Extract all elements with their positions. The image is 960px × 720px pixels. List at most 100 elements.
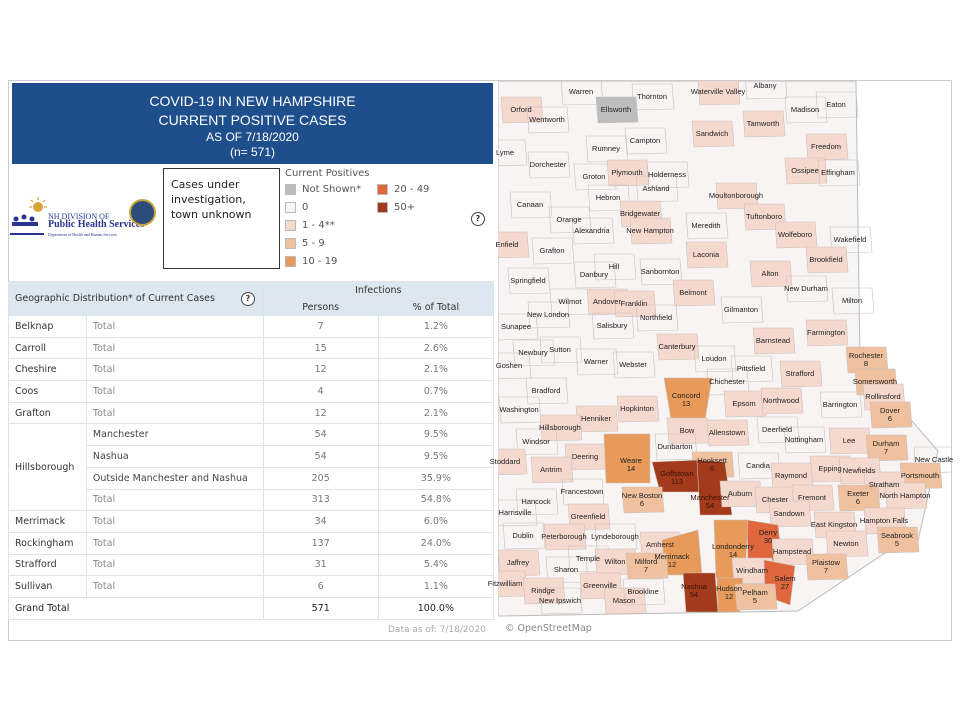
town-area[interactable] bbox=[594, 523, 638, 551]
town-area[interactable] bbox=[498, 549, 541, 577]
town-label[interactable]: Hampstead bbox=[773, 548, 811, 556]
town-label[interactable]: Waterville Valley bbox=[691, 88, 746, 96]
town-area[interactable] bbox=[693, 345, 737, 373]
town-area[interactable] bbox=[734, 583, 778, 611]
town-label[interactable]: Orford bbox=[510, 106, 531, 114]
town-label[interactable]: Dover 6 bbox=[880, 407, 900, 423]
town-label[interactable]: Mason bbox=[613, 597, 636, 605]
town-area[interactable] bbox=[672, 279, 716, 307]
town-label[interactable]: Hampton Falls bbox=[860, 517, 908, 525]
town-label[interactable]: Nottingham bbox=[785, 436, 823, 444]
town-label[interactable]: Seabrook 5 bbox=[881, 532, 913, 548]
town-label[interactable]: Rochester 8 bbox=[849, 352, 883, 368]
town-label[interactable]: Deerfield bbox=[762, 426, 792, 434]
town-label[interactable]: Windham bbox=[736, 567, 768, 575]
town-label[interactable]: Salisbury bbox=[597, 322, 628, 330]
table-help-icon[interactable]: ? bbox=[241, 292, 255, 306]
town-area[interactable] bbox=[613, 290, 657, 318]
town-area[interactable] bbox=[815, 91, 859, 119]
town-area[interactable] bbox=[593, 253, 637, 281]
town-label[interactable]: Northwood bbox=[763, 397, 799, 405]
town-label[interactable]: Hebron bbox=[596, 194, 621, 202]
town-label[interactable]: Hooksett 6 bbox=[697, 457, 727, 473]
town-area[interactable] bbox=[656, 333, 700, 361]
town-area[interactable] bbox=[805, 133, 849, 161]
town-label[interactable]: Sanbornton bbox=[641, 268, 680, 276]
town-label[interactable]: Wentworth bbox=[529, 116, 565, 124]
town-label[interactable]: Durham 7 bbox=[873, 440, 900, 456]
town-area[interactable] bbox=[548, 206, 592, 234]
town-label[interactable]: Barnstead bbox=[756, 337, 790, 345]
town-label[interactable]: Greenville bbox=[583, 582, 617, 590]
town-label[interactable]: Grafton bbox=[539, 247, 564, 255]
town-label[interactable]: Ellsworth bbox=[601, 106, 631, 114]
town-label[interactable]: Goshen bbox=[496, 362, 522, 370]
legend-item[interactable]: 5 - 9 bbox=[285, 238, 325, 249]
town-label[interactable]: Sunapee bbox=[501, 323, 531, 331]
town-area[interactable] bbox=[720, 296, 764, 324]
town-label[interactable]: Somersworth bbox=[853, 378, 897, 386]
town-area[interactable] bbox=[742, 110, 786, 138]
town-area[interactable] bbox=[825, 530, 869, 558]
legend-item[interactable]: Not Shown* bbox=[285, 184, 361, 195]
town-label[interactable]: Epping bbox=[818, 465, 841, 473]
town-area[interactable] bbox=[760, 387, 804, 415]
town-label[interactable]: Newfields bbox=[843, 467, 876, 475]
town-label[interactable]: Tuftonboro bbox=[746, 213, 782, 221]
legend-item[interactable]: 0 bbox=[285, 202, 308, 213]
town-label[interactable]: Danbury bbox=[580, 271, 608, 279]
town-area[interactable] bbox=[629, 217, 673, 245]
town-label[interactable]: Jaffrey bbox=[507, 559, 529, 567]
town-area[interactable] bbox=[603, 433, 651, 484]
town-area[interactable] bbox=[625, 552, 669, 580]
town-area[interactable] bbox=[869, 401, 913, 429]
town-label[interactable]: Dublin bbox=[512, 532, 533, 540]
town-label[interactable]: Laconia bbox=[693, 251, 719, 259]
town-label[interactable]: Lee bbox=[843, 437, 856, 445]
town-label[interactable]: Washington bbox=[499, 406, 538, 414]
town-label[interactable]: Merrimack 12 bbox=[655, 553, 690, 569]
town-label[interactable]: Allenstown bbox=[709, 429, 745, 437]
town-label[interactable]: Dorchester bbox=[530, 161, 567, 169]
town-label[interactable]: Francestown bbox=[561, 488, 604, 496]
town-area[interactable] bbox=[646, 161, 690, 189]
town-label[interactable]: Newbury bbox=[518, 349, 548, 357]
town-area[interactable] bbox=[512, 339, 556, 367]
town-area[interactable] bbox=[831, 287, 875, 315]
town-label[interactable]: Lyndeborough bbox=[591, 533, 639, 541]
town-label[interactable]: Wakefield bbox=[834, 236, 867, 244]
town-label[interactable]: Windsor bbox=[522, 438, 550, 446]
town-area[interactable] bbox=[784, 96, 828, 124]
town-area[interactable] bbox=[784, 157, 828, 185]
town-label[interactable]: Thornton bbox=[637, 93, 667, 101]
town-label[interactable]: Pittsfield bbox=[737, 365, 765, 373]
town-area[interactable] bbox=[876, 526, 920, 554]
town-label[interactable]: Harrisville bbox=[499, 509, 532, 517]
town-label[interactable]: New Ipswich bbox=[539, 597, 581, 605]
town-label[interactable]: Fitzwilliam bbox=[488, 580, 523, 588]
town-label[interactable]: Temple bbox=[576, 555, 600, 563]
map-canvas[interactable] bbox=[498, 81, 952, 621]
town-label[interactable]: Moultonborough bbox=[709, 192, 763, 200]
town-label[interactable]: Brookfield bbox=[809, 256, 842, 264]
town-label[interactable]: Lyme bbox=[496, 149, 514, 157]
town-area[interactable] bbox=[624, 127, 668, 155]
town-label[interactable]: Epsom bbox=[732, 400, 755, 408]
town-label[interactable]: Madison bbox=[791, 106, 819, 114]
town-label[interactable]: Bridgewater bbox=[620, 210, 660, 218]
town-label[interactable]: Peterborough bbox=[541, 533, 586, 541]
town-label[interactable]: Ossipee bbox=[791, 167, 819, 175]
town-label[interactable]: Concord 13 bbox=[672, 392, 700, 408]
town-label[interactable]: Tamworth bbox=[747, 120, 780, 128]
town-area[interactable] bbox=[526, 106, 570, 134]
town-label[interactable]: Ashland bbox=[642, 185, 669, 193]
town-label[interactable]: Raymond bbox=[775, 472, 807, 480]
town-label[interactable]: Bow bbox=[680, 427, 695, 435]
pct-header[interactable]: % of Total bbox=[377, 298, 495, 316]
town-label[interactable]: Fremont bbox=[798, 494, 826, 502]
town-area[interactable] bbox=[817, 159, 861, 187]
town-area[interactable] bbox=[575, 348, 619, 376]
town-label[interactable]: Brookline bbox=[627, 588, 658, 596]
town-label[interactable]: Wilmot bbox=[559, 298, 582, 306]
town-label[interactable]: Gilmanton bbox=[724, 306, 758, 314]
